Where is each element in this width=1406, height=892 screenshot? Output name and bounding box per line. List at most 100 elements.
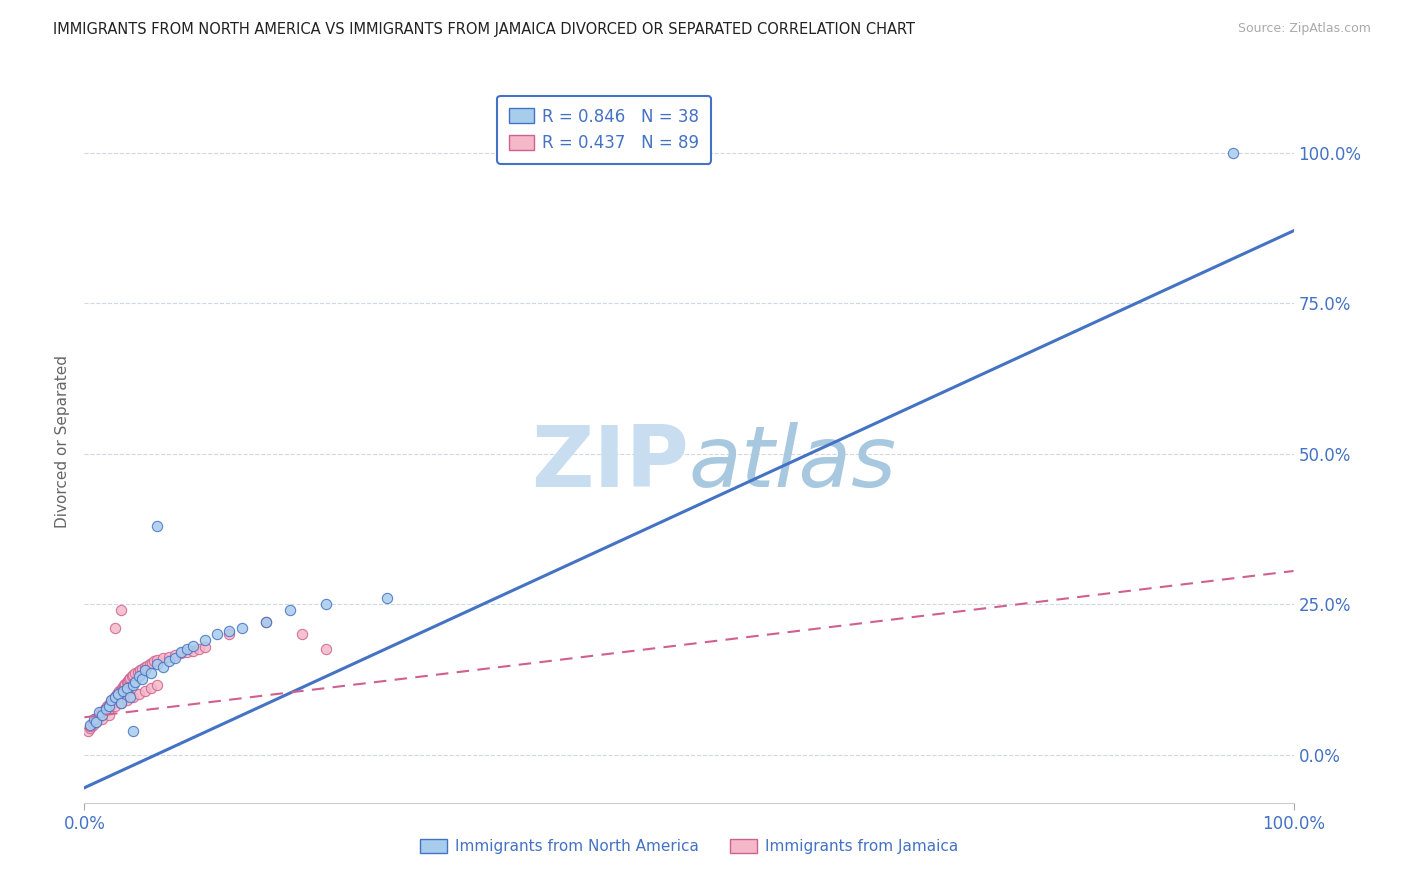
Point	[83, 712, 105, 726]
Point	[170, 645, 193, 659]
Point	[86, 714, 108, 729]
Point	[94, 700, 117, 714]
Point	[114, 676, 136, 690]
Point	[165, 648, 187, 663]
Point	[105, 687, 128, 701]
Point	[129, 664, 152, 678]
Point	[375, 591, 398, 606]
Point	[181, 639, 204, 653]
Point	[152, 651, 174, 665]
Point	[100, 693, 122, 707]
Point	[107, 686, 129, 700]
Point	[291, 627, 314, 641]
Point	[96, 699, 118, 714]
Point	[111, 681, 134, 696]
Point	[112, 680, 135, 694]
Point	[121, 669, 143, 683]
Point	[79, 721, 101, 735]
Point	[94, 702, 117, 716]
Point	[115, 681, 138, 696]
Point	[101, 693, 124, 707]
Point	[146, 652, 169, 666]
Point	[110, 697, 132, 711]
Point	[111, 687, 134, 701]
Point	[108, 684, 131, 698]
Point	[98, 699, 121, 714]
Point	[176, 645, 198, 659]
Legend: Immigrants from North America, Immigrants from Jamaica: Immigrants from North America, Immigrant…	[413, 833, 965, 860]
Point	[176, 642, 198, 657]
Point	[100, 695, 122, 709]
Point	[96, 702, 118, 716]
Point	[136, 658, 159, 673]
Point	[121, 678, 143, 692]
Point	[254, 615, 277, 630]
Point	[112, 678, 135, 692]
Point	[94, 702, 117, 716]
Point	[97, 699, 120, 714]
Point	[93, 704, 115, 718]
Point	[134, 684, 156, 698]
Point	[112, 685, 135, 699]
Point	[117, 674, 139, 689]
Point	[131, 673, 153, 687]
Point	[121, 668, 143, 682]
Point	[315, 642, 337, 657]
Point	[115, 682, 138, 697]
Point	[101, 697, 124, 711]
Point	[118, 680, 141, 694]
Point	[152, 660, 174, 674]
Text: IMMIGRANTS FROM NORTH AMERICA VS IMMIGRANTS FROM JAMAICA DIVORCED OR SEPARATED C: IMMIGRANTS FROM NORTH AMERICA VS IMMIGRA…	[53, 22, 915, 37]
Y-axis label: Divorced or Separated: Divorced or Separated	[55, 355, 70, 528]
Point	[87, 710, 110, 724]
Point	[146, 657, 169, 672]
Point	[89, 709, 111, 723]
Point	[86, 712, 108, 726]
Point	[134, 660, 156, 674]
Point	[91, 706, 114, 720]
Point	[77, 723, 100, 738]
Point	[139, 666, 162, 681]
Point	[89, 708, 111, 723]
Point	[121, 690, 143, 705]
Point	[194, 633, 217, 648]
Point	[120, 671, 142, 685]
Point	[124, 675, 146, 690]
Point	[143, 654, 166, 668]
Point	[83, 714, 105, 729]
Point	[315, 597, 337, 611]
Point	[157, 650, 180, 665]
Point	[157, 654, 180, 668]
Point	[131, 661, 153, 675]
Point	[90, 706, 112, 720]
Point	[146, 678, 169, 692]
Point	[1222, 145, 1244, 160]
Point	[97, 708, 120, 723]
Point	[128, 669, 150, 683]
Point	[79, 719, 101, 733]
Point	[115, 675, 138, 690]
Point	[84, 712, 107, 726]
Point	[188, 642, 211, 657]
Point	[139, 681, 162, 696]
Point	[118, 673, 141, 687]
Point	[104, 699, 127, 714]
Point	[108, 690, 131, 704]
Point	[110, 682, 132, 697]
Point	[79, 717, 101, 731]
Point	[84, 714, 107, 728]
Point	[120, 690, 142, 705]
Point	[104, 690, 127, 705]
Point	[105, 692, 128, 706]
Point	[82, 717, 104, 731]
Point	[121, 723, 143, 738]
Point	[97, 698, 120, 713]
Point	[218, 624, 240, 639]
Point	[170, 647, 193, 661]
Point	[146, 519, 169, 533]
Point	[104, 695, 127, 709]
Point	[103, 692, 125, 706]
Point	[104, 621, 127, 635]
Point	[254, 615, 277, 630]
Point	[181, 644, 204, 658]
